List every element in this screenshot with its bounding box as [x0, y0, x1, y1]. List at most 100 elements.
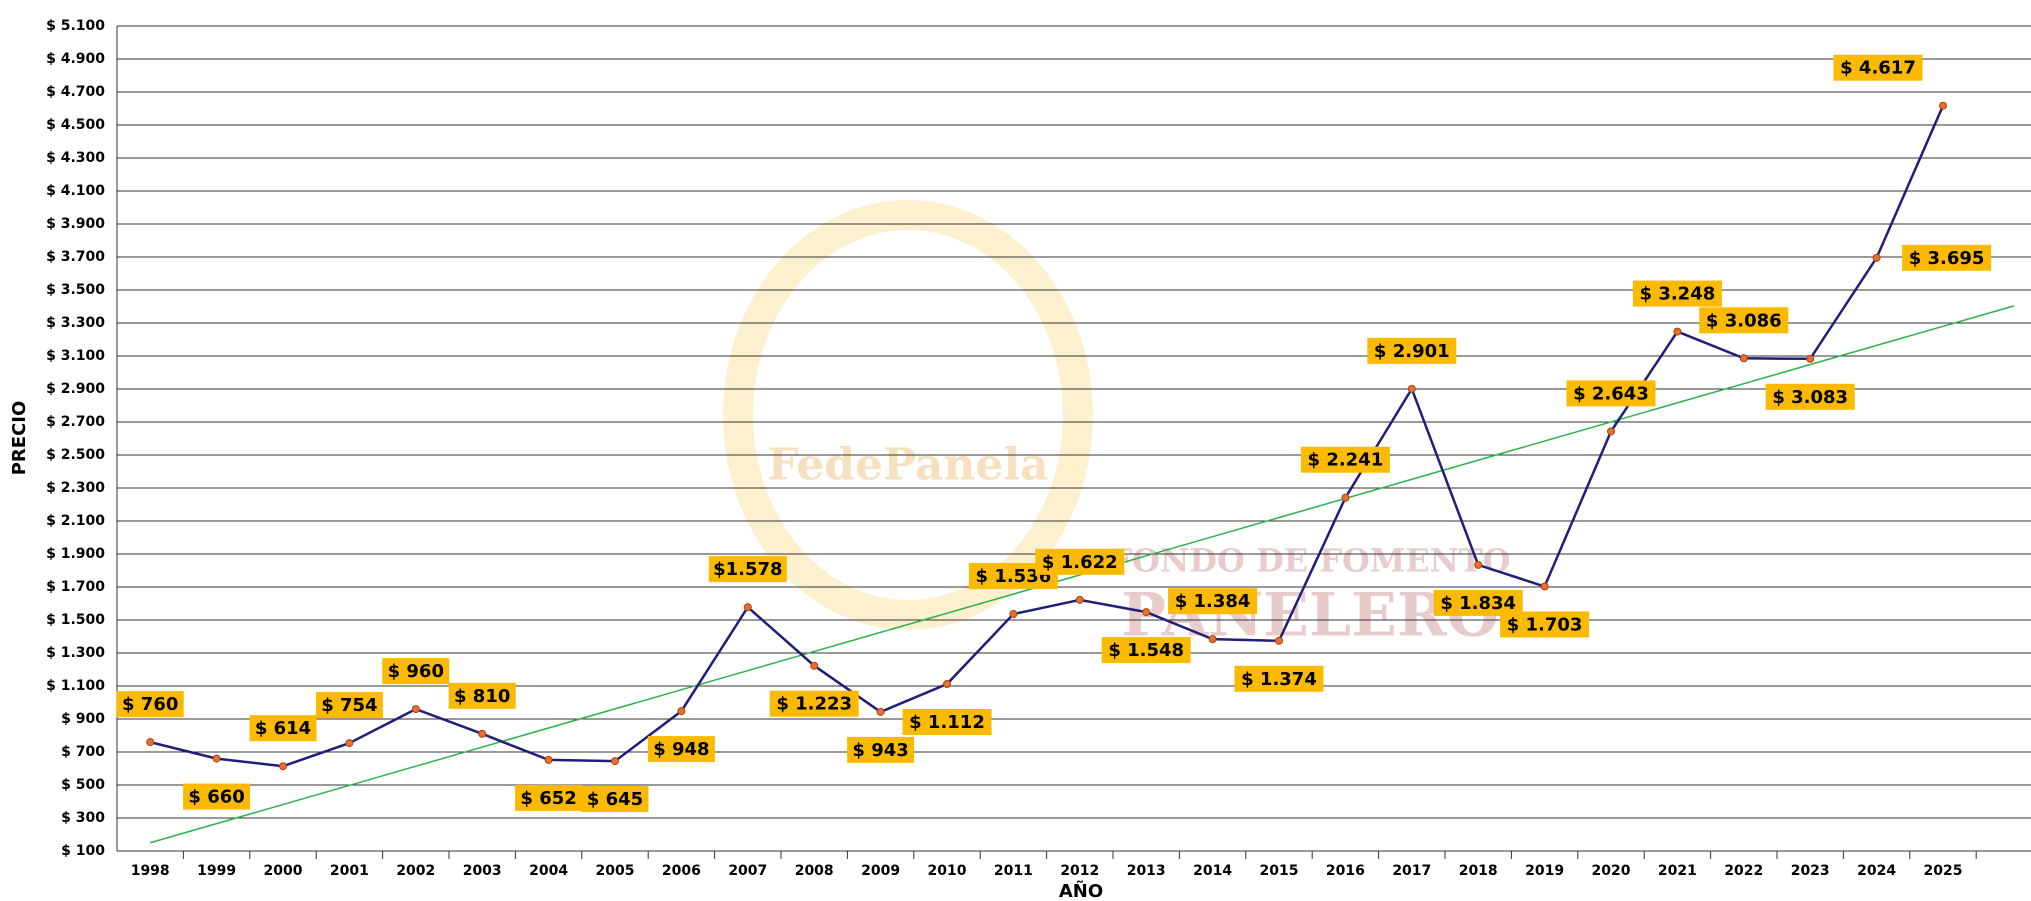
value-label: $ 1.622 [1042, 552, 1118, 573]
value-label-bg [1234, 665, 1324, 692]
value-label: $1.578 [713, 559, 782, 580]
x-tick-label: 2000 [264, 863, 303, 879]
x-tick-label: 2006 [662, 863, 701, 879]
value-label: $ 4.617 [1840, 58, 1916, 79]
point [876, 707, 885, 716]
x-tick-label: 2016 [1326, 863, 1365, 879]
y-tick-label: $ 5.100 [46, 18, 105, 34]
y-tick-label: $ 4.300 [46, 150, 105, 166]
point [345, 739, 354, 748]
x-tick-label: 2012 [1060, 863, 1099, 879]
point [743, 603, 752, 612]
value-label: $ 660 [188, 787, 244, 808]
x-tick-label: 2023 [1791, 863, 1830, 879]
y-tick-label: $ 3.700 [46, 249, 105, 265]
y-tick-label: $ 2.500 [46, 447, 105, 463]
value-label-bg [116, 691, 184, 718]
value-label: $ 3.695 [1909, 248, 1985, 269]
x-tick-label: 2019 [1525, 863, 1564, 879]
value-label: $ 2.241 [1308, 450, 1384, 471]
point [279, 762, 287, 771]
value-label-bg [1699, 307, 1789, 334]
value-label: $ 1.548 [1108, 640, 1184, 661]
value-label-bg [708, 556, 787, 583]
y-tick-label: $ 2.100 [46, 513, 105, 529]
value-label: $ 1.112 [909, 712, 985, 733]
value-label-bg [769, 690, 859, 717]
value-label-bg [1833, 54, 1923, 81]
point [1341, 493, 1350, 502]
point [1872, 253, 1881, 262]
y-tick-label: $ 500 [61, 777, 105, 793]
value-label: $ 760 [122, 694, 178, 715]
y-tick-label: $ 3.500 [46, 282, 105, 298]
value-label-bg [515, 784, 583, 811]
value-label-bg [902, 709, 992, 736]
value-label-bg [647, 736, 715, 763]
y-tick-label: $ 4.900 [46, 51, 105, 67]
x-tick-label: 2009 [861, 863, 900, 879]
value-label: $ 1.703 [1507, 615, 1583, 636]
x-tick-label: 2008 [795, 863, 834, 879]
y-tick-label: $ 100 [61, 843, 105, 859]
point [1407, 384, 1416, 393]
x-tick-label: 1998 [131, 863, 170, 879]
y-tick-label: $ 3.300 [46, 315, 105, 331]
x-tick-label: 2014 [1193, 863, 1232, 879]
x-tick-label: 2013 [1127, 863, 1166, 879]
value-label: $ 645 [587, 789, 643, 810]
point [411, 705, 420, 714]
value-label: $ 1.834 [1440, 593, 1516, 614]
value-label: $ 960 [388, 661, 444, 682]
value-label-bg [183, 783, 251, 810]
value-label: $ 652 [520, 788, 576, 809]
y-tick-label: $ 2.300 [46, 480, 105, 496]
watermark: FedePanela [767, 440, 1048, 491]
y-tick-label: $ 1.900 [46, 546, 105, 562]
value-label: $ 3.248 [1640, 284, 1716, 305]
value-label-bg [382, 658, 450, 685]
point [1208, 635, 1217, 644]
point [611, 757, 619, 766]
y-tick-label: $ 4.700 [46, 84, 105, 100]
value-label-bg [1168, 588, 1258, 615]
point [1739, 354, 1748, 363]
y-tick-label: $ 2.700 [46, 414, 105, 430]
value-label-bg [581, 786, 649, 813]
value-label: $ 2.901 [1374, 341, 1450, 362]
value-label-bg [1101, 637, 1191, 664]
y-tick-label: $ 2.900 [46, 381, 105, 397]
point [478, 729, 487, 738]
point [1275, 636, 1283, 645]
value-label: $ 614 [255, 718, 311, 739]
x-tick-label: 2020 [1592, 863, 1631, 879]
value-label-bg [1765, 383, 1855, 410]
x-tick-label: 2025 [1924, 863, 1963, 879]
y-axis-title: PRECIO [9, 401, 30, 476]
value-label-bg [315, 692, 383, 719]
x-tick-label: 2010 [928, 863, 967, 879]
value-label-bg [1632, 280, 1722, 307]
x-tick-label: 2022 [1724, 863, 1763, 879]
point [544, 755, 553, 764]
x-tick-label: 2001 [330, 863, 369, 879]
x-axis-title: AÑO [1059, 879, 1103, 901]
x-tick-label: 2017 [1392, 863, 1431, 879]
x-tick-label: 2005 [596, 863, 635, 879]
value-label: $ 948 [653, 739, 709, 760]
y-tick-label: $ 3.900 [46, 216, 105, 232]
point [146, 738, 155, 747]
x-tick-label: 2004 [529, 863, 568, 879]
y-tick-label: $ 1.500 [46, 612, 105, 628]
point [1806, 354, 1815, 363]
point [1075, 595, 1084, 604]
x-tick-label: 2015 [1260, 863, 1299, 879]
value-label: $ 1.384 [1175, 591, 1251, 612]
point [943, 680, 951, 689]
value-label-bg [1902, 244, 1992, 271]
value-label-bg [1367, 337, 1457, 364]
point [1939, 101, 1947, 110]
y-tick-label: $ 900 [61, 711, 105, 727]
value-label-bg [1300, 446, 1390, 473]
value-label-bg [448, 682, 516, 709]
